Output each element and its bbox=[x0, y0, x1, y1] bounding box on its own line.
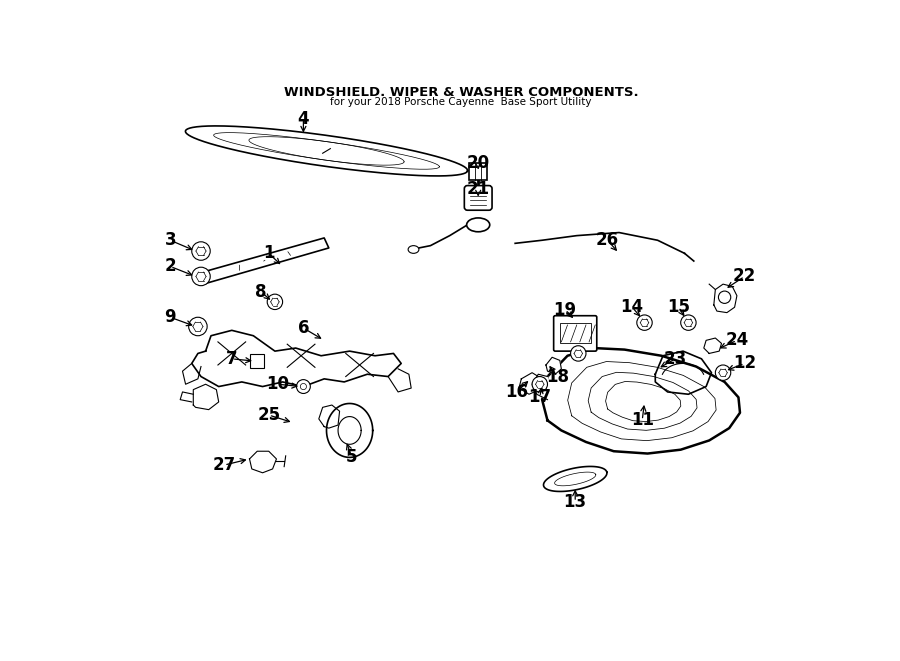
Polygon shape bbox=[249, 451, 276, 473]
FancyBboxPatch shape bbox=[464, 186, 492, 210]
Polygon shape bbox=[544, 467, 607, 491]
Text: 19: 19 bbox=[554, 301, 577, 319]
Text: 14: 14 bbox=[621, 298, 644, 316]
Circle shape bbox=[716, 365, 731, 380]
Text: 10: 10 bbox=[266, 375, 290, 393]
Polygon shape bbox=[704, 338, 722, 354]
Text: 25: 25 bbox=[257, 406, 280, 424]
Text: 13: 13 bbox=[563, 493, 587, 511]
Polygon shape bbox=[542, 348, 740, 453]
Polygon shape bbox=[532, 374, 547, 400]
Polygon shape bbox=[327, 403, 373, 457]
Polygon shape bbox=[201, 238, 328, 284]
Polygon shape bbox=[183, 364, 201, 384]
Text: 21: 21 bbox=[466, 180, 490, 198]
Circle shape bbox=[680, 315, 696, 330]
Ellipse shape bbox=[408, 246, 418, 253]
Text: 9: 9 bbox=[165, 308, 176, 327]
Text: 15: 15 bbox=[667, 298, 690, 316]
Polygon shape bbox=[519, 373, 542, 394]
Polygon shape bbox=[546, 358, 562, 374]
Polygon shape bbox=[192, 330, 401, 387]
Bar bbox=[250, 354, 264, 368]
Text: 24: 24 bbox=[725, 331, 749, 350]
Circle shape bbox=[267, 294, 283, 309]
Text: 20: 20 bbox=[466, 154, 490, 173]
Bar bbox=[560, 323, 590, 344]
Text: WINDSHIELD. WIPER & WASHER COMPONENTS.: WINDSHIELD. WIPER & WASHER COMPONENTS. bbox=[284, 86, 639, 99]
Text: 7: 7 bbox=[226, 350, 238, 368]
Polygon shape bbox=[185, 126, 468, 176]
Text: for your 2018 Porsche Cayenne  Base Sport Utility: for your 2018 Porsche Cayenne Base Sport… bbox=[330, 97, 592, 107]
Circle shape bbox=[532, 377, 547, 392]
Polygon shape bbox=[338, 416, 361, 444]
Text: 23: 23 bbox=[663, 350, 687, 368]
Circle shape bbox=[189, 317, 207, 336]
Text: 26: 26 bbox=[596, 231, 619, 249]
Polygon shape bbox=[655, 351, 712, 394]
Text: 17: 17 bbox=[528, 388, 552, 407]
Text: 12: 12 bbox=[733, 354, 756, 372]
Circle shape bbox=[296, 379, 310, 393]
Polygon shape bbox=[714, 284, 737, 313]
Polygon shape bbox=[319, 405, 339, 428]
Circle shape bbox=[301, 383, 307, 389]
Polygon shape bbox=[388, 369, 411, 392]
Text: 27: 27 bbox=[212, 456, 236, 474]
Bar bbox=[469, 163, 488, 180]
Text: 8: 8 bbox=[256, 283, 266, 301]
Text: 16: 16 bbox=[505, 383, 528, 401]
Text: 3: 3 bbox=[165, 231, 176, 249]
Circle shape bbox=[571, 346, 586, 361]
Text: 2: 2 bbox=[165, 257, 176, 276]
Polygon shape bbox=[194, 384, 219, 410]
Text: 4: 4 bbox=[298, 110, 310, 128]
Text: 11: 11 bbox=[631, 411, 653, 430]
Text: 22: 22 bbox=[733, 268, 756, 286]
Ellipse shape bbox=[466, 218, 490, 232]
FancyBboxPatch shape bbox=[554, 316, 597, 351]
Circle shape bbox=[192, 242, 211, 260]
Text: 18: 18 bbox=[546, 368, 569, 385]
Text: 1: 1 bbox=[263, 245, 274, 262]
Text: 6: 6 bbox=[298, 319, 310, 337]
Polygon shape bbox=[180, 392, 194, 402]
Text: 5: 5 bbox=[346, 448, 357, 467]
Circle shape bbox=[718, 291, 731, 303]
Circle shape bbox=[192, 267, 211, 286]
Circle shape bbox=[637, 315, 652, 330]
